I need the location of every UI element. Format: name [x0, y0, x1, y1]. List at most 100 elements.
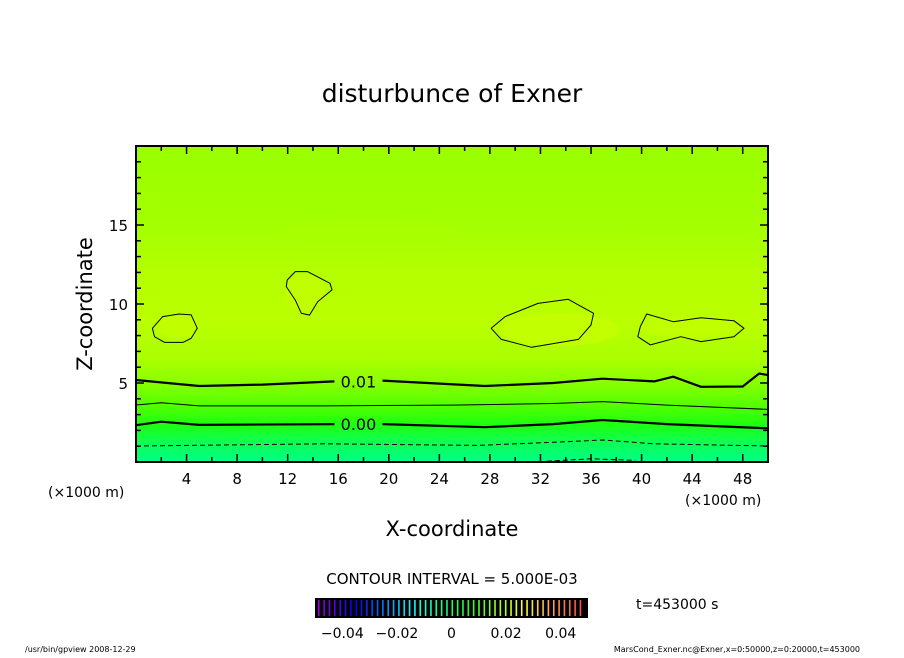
colorbar-stripe [451, 600, 454, 616]
x-unit-right: (×1000 m) [685, 493, 761, 509]
x-tick-label: 16 [329, 470, 348, 488]
colorbar-stripe [382, 600, 384, 616]
plot-background [136, 146, 768, 462]
colorbar-stripe [531, 600, 534, 616]
colorbar-stripe [483, 600, 486, 616]
colorbar-stripe [435, 600, 438, 616]
colorbar-stripe [387, 600, 390, 616]
contour-line [135, 378, 335, 388]
colorbar-stripe [536, 600, 539, 616]
colorbar-stripe [526, 600, 528, 616]
field-patch [640, 318, 740, 338]
x-tick-label: 48 [733, 470, 752, 488]
x-tick-label: 40 [632, 470, 651, 488]
colorbar-stripe [392, 600, 395, 616]
colorbar-stripe [456, 600, 459, 616]
colorbar-stripe [499, 600, 502, 616]
x-tick-label: 8 [232, 470, 242, 488]
colorbar-stripe [579, 600, 582, 616]
colorbar-stripe [462, 600, 464, 616]
colorbar-stripe [328, 600, 331, 616]
colorbar-tick-label: 0 [447, 626, 456, 642]
colorbar-stripe [504, 600, 507, 616]
contour-line [490, 298, 595, 348]
colorbar-stripe [542, 600, 544, 616]
x-tick-label: 24 [430, 470, 449, 488]
contour-line [151, 313, 198, 343]
colorbar-stripe [446, 600, 448, 616]
colorbar-stripe [568, 600, 571, 616]
x-tick-label: 20 [379, 470, 398, 488]
colorbar-stripe [398, 600, 400, 616]
colorbar-stripe [494, 600, 496, 616]
colorbar-stripe [344, 600, 347, 616]
colorbar-stripe [323, 600, 325, 616]
y-tick-label: 10 [109, 296, 128, 314]
time-label: t=453000 s [636, 597, 718, 613]
colorbar-stripe [355, 600, 357, 616]
colorbar-stripe [371, 600, 373, 616]
x-tick-label: 36 [581, 470, 600, 488]
colorbar-stripe [424, 600, 427, 616]
colorbar-stripe [419, 600, 422, 616]
field-patch [280, 218, 460, 246]
colorbar-stripe [488, 600, 491, 616]
colorbar-stripe [440, 600, 443, 616]
colorbar-stripe [558, 600, 560, 616]
colorbar-stripe [515, 600, 518, 616]
y-axis-label: Z-coordinate [73, 237, 97, 371]
contour-line [637, 313, 745, 346]
colorbar-stripe [430, 600, 432, 616]
x-tick-label: 44 [683, 470, 702, 488]
field-patch [500, 314, 620, 346]
x-tick-label: 4 [182, 470, 192, 488]
y-tick-label: 15 [109, 217, 128, 235]
colorbar-stripe [472, 600, 475, 616]
contour-line [382, 372, 769, 388]
colorbar-stripe [403, 600, 406, 616]
colorbar-stripe [547, 600, 550, 616]
colorbar-stripe [350, 600, 352, 616]
colorbar-tick-label: 0.04 [545, 626, 576, 642]
contour-line [135, 439, 769, 447]
colorbar-stripe [478, 600, 480, 616]
colorbar-stripe [360, 600, 363, 616]
colorbar-stripe [408, 600, 411, 616]
colorbar-stripe [520, 600, 523, 616]
contour-label: 0.01 [341, 372, 377, 391]
x-tick-label: 12 [278, 470, 297, 488]
colorbar-stripe [334, 600, 336, 616]
colorbar-stripe [467, 600, 470, 616]
colorbar-tick-label: 0.02 [491, 626, 522, 642]
colorbar-tick-label: −0.02 [375, 626, 418, 642]
x-unit-left: (×1000 m) [48, 485, 124, 501]
colorbar-stripe [376, 600, 379, 616]
field-patch [158, 316, 198, 338]
plot-frame [135, 145, 769, 463]
colorbar-tick-label: −0.04 [321, 626, 364, 642]
footer-right: MarsCond_Exner.nc@Exner,x=0:50000,z=0:20… [614, 645, 860, 654]
x-tick-label: 32 [531, 470, 550, 488]
footer-left: /usr/bin/gpview 2008-12-29 [25, 645, 136, 654]
contour-label: 0.00 [341, 415, 377, 434]
x-tick-label: 28 [480, 470, 499, 488]
colorbar-stripe [563, 600, 566, 616]
contour-line [135, 401, 769, 410]
colorbar-stripe [318, 600, 320, 616]
contour-line [382, 418, 769, 430]
field-patch [285, 274, 325, 310]
colorbar-stripe [414, 600, 416, 616]
contour-line [135, 420, 335, 427]
colorbar-stripe [366, 600, 368, 616]
x-axis-label: X-coordinate [386, 517, 519, 541]
chart-title: disturbunce of Exner [322, 79, 583, 108]
colorbar-stripe [339, 600, 341, 616]
colorbar: −0.04 −0.02 0 0.02 0.04 [315, 598, 588, 642]
contour-interval: CONTOUR INTERVAL = 5.000E-03 [326, 570, 577, 588]
colorbar-stripe [510, 600, 512, 616]
colorbar-stripe [552, 600, 555, 616]
colorbar-stripe [574, 600, 576, 616]
y-tick-label: 5 [118, 375, 128, 393]
contour-line [285, 271, 333, 316]
